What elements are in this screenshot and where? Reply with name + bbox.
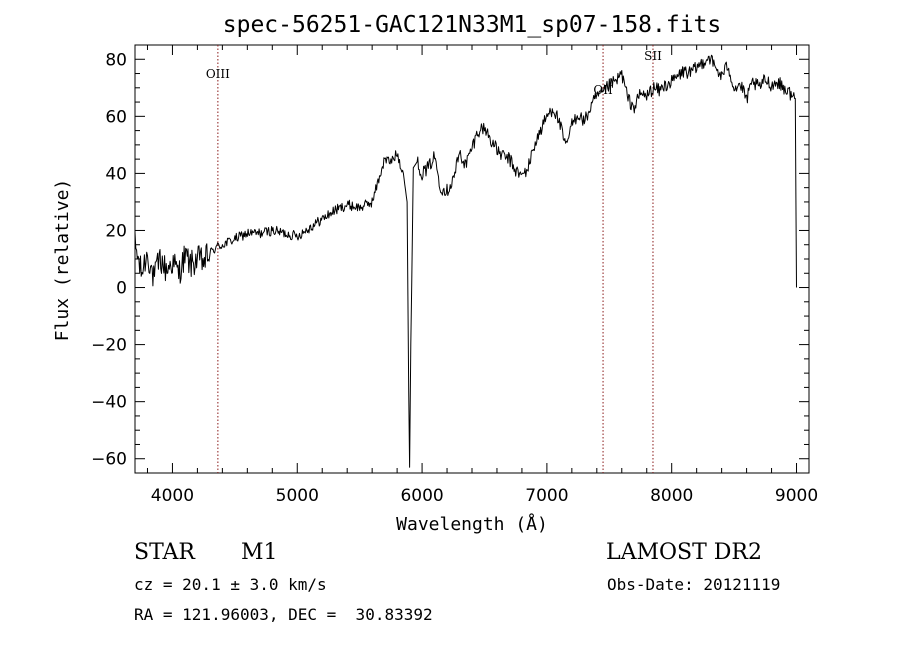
x-tick-label: 7000 [525, 486, 568, 506]
line-marker-label-sii: SII [644, 49, 662, 63]
x-axis-label: Wavelength (Å) [396, 513, 548, 535]
y-tick-label: 60 [105, 107, 127, 127]
x-tick-label: 6000 [400, 486, 443, 506]
object-subclass: M1 [241, 540, 278, 565]
redshift-text: cz = 20.1 ± 3.0 km/s [134, 575, 327, 594]
y-tick-label: 80 [105, 50, 127, 70]
x-tick-label: 5000 [276, 486, 319, 506]
coordinates: RA = 121.96003, DEC = 30.83392 [134, 605, 433, 624]
y-axis-label: Flux (relative) [52, 179, 73, 342]
y-tick-label: 40 [105, 164, 127, 184]
y-tick-label: −20 [91, 336, 127, 356]
x-tick-label: 9000 [775, 486, 818, 506]
x-tick-label: 4000 [151, 486, 194, 506]
spectrum-line [134, 54, 797, 468]
info-panel: STAR M1 LAMOST DR2 cz = 20.1 ± 3.0 km/s … [134, 540, 780, 624]
obs-date: Obs-Date: 20121119 [607, 575, 780, 594]
y-tick-label: 0 [116, 279, 127, 299]
chart-title: spec-56251-GAC121N33M1_sp07-158.fits [223, 12, 722, 38]
plot-frame [134, 44, 810, 474]
y-tick-label: −40 [91, 393, 127, 413]
survey-name: LAMOST DR2 [606, 540, 762, 565]
x-tick-label: 8000 [650, 486, 693, 506]
line-marker-label-oiii: OIII [206, 67, 230, 81]
y-tick-label: −60 [91, 450, 127, 470]
spectrum-series [134, 54, 797, 468]
object-class: STAR [134, 540, 196, 565]
y-tick-label: 20 [105, 221, 127, 241]
axis-ticks: 4000 5000 6000 7000 8000 9000 −60 −40 −20 0 20 40 60… [91, 44, 818, 506]
